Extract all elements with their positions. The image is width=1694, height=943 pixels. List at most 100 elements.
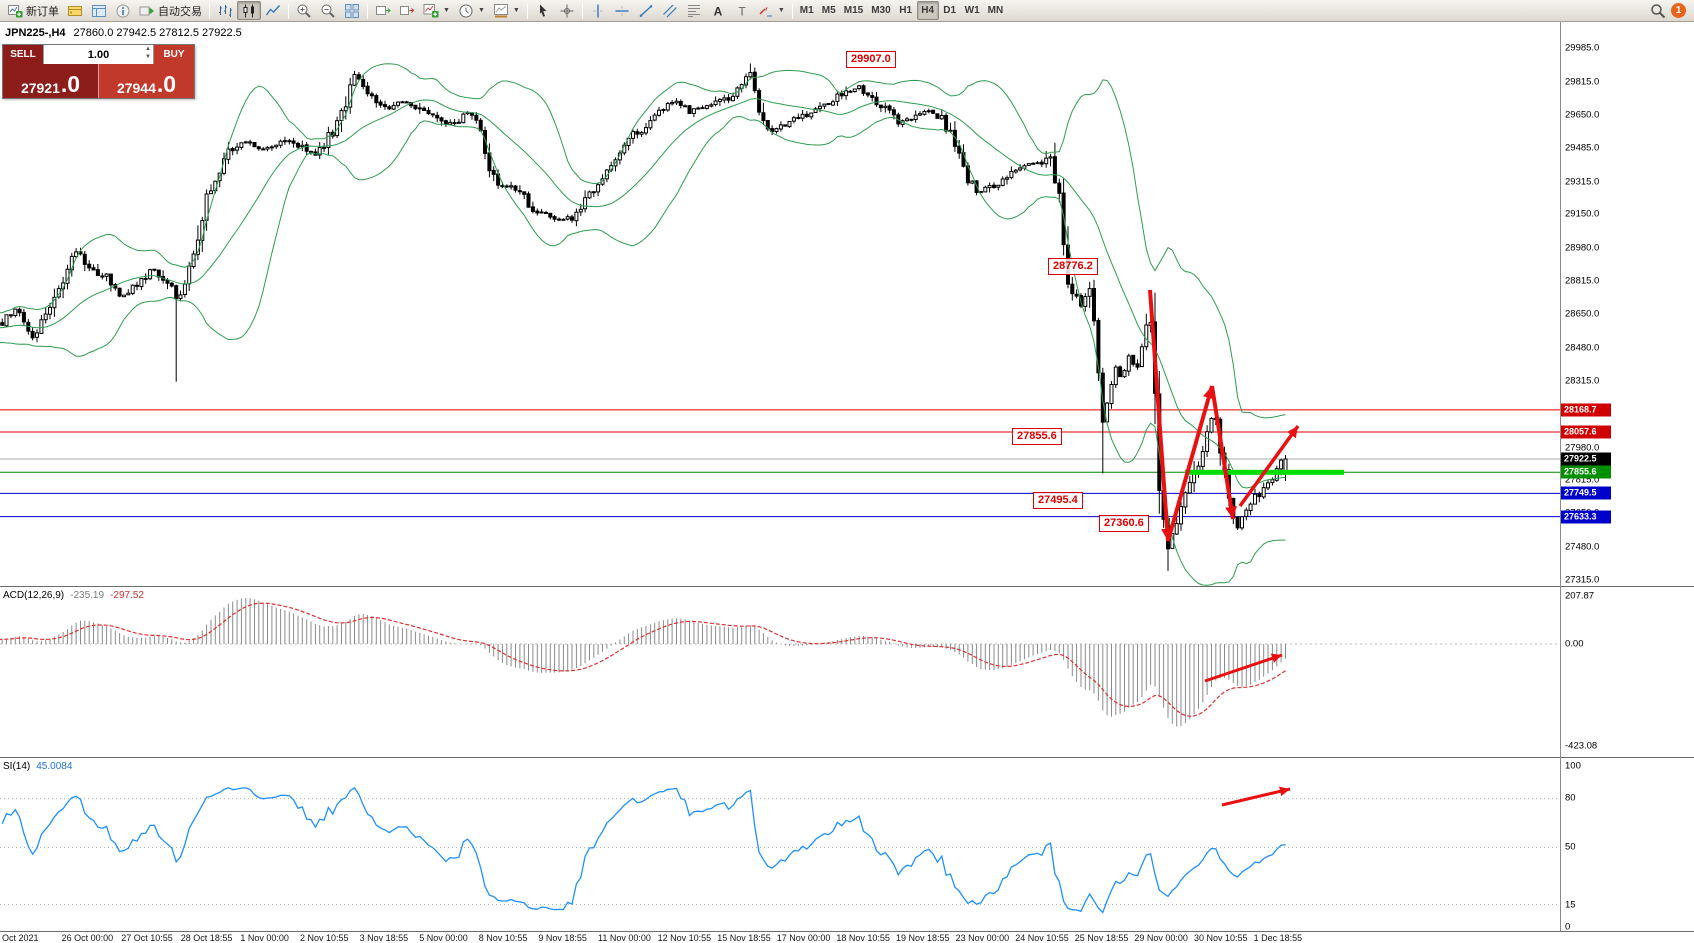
zoom-in-button[interactable] <box>292 1 316 20</box>
red-trend-arrow[interactable] <box>1210 385 1235 520</box>
timeframe-m30-button[interactable]: M30 <box>867 1 894 20</box>
time-axis-label: 19 Nov 18:55 <box>896 933 950 943</box>
auto-trading-button[interactable]: 自动交易 <box>135 1 206 20</box>
time-axis-label: 27 Oct 10:55 <box>121 933 173 943</box>
price-annotation[interactable]: 27495.4 <box>1033 492 1083 509</box>
chevron-down-icon[interactable]: ▼ <box>512 7 520 14</box>
chart-shift-button[interactable] <box>395 1 419 20</box>
macd-signal-value: -297.52 <box>110 590 144 601</box>
text-button[interactable]: A <box>706 1 730 20</box>
price-axis-label: 27815.0 <box>1565 474 1600 486</box>
sell-button[interactable]: SELL <box>3 45 43 64</box>
lot-size-value: 1.00 <box>87 48 110 61</box>
rsi-axis-label: 80 <box>1565 792 1576 804</box>
trendline-button[interactable] <box>634 1 658 20</box>
vertical-line-button[interactable] <box>586 1 610 20</box>
macd-canvas[interactable] <box>0 587 1694 758</box>
rsi-trend-arrow[interactable] <box>1221 787 1291 807</box>
hline-icon <box>614 3 630 19</box>
macd-axis-label: 0.00 <box>1565 638 1584 650</box>
crosshair-button[interactable] <box>555 1 579 20</box>
shift-icon <box>399 3 415 19</box>
lot-size-stepper[interactable]: 1.00 ▲ ▼ <box>43 45 154 64</box>
market-watch-icon <box>67 3 83 19</box>
price-axis-label: 28650.0 <box>1565 308 1600 320</box>
chevron-down-icon[interactable]: ▼ <box>777 7 785 14</box>
main-chart-canvas[interactable] <box>0 22 1694 586</box>
auto-scroll-button[interactable] <box>371 1 395 20</box>
fibo-icon <box>686 3 702 19</box>
buy-price-base: 27944 <box>116 80 156 96</box>
price-annotation[interactable]: 27855.6 <box>1012 428 1062 445</box>
market-watch-button[interactable] <box>63 1 87 20</box>
sell-price[interactable]: 27921 .0 <box>3 64 99 98</box>
time-axis-label: 17 Nov 00:00 <box>776 933 831 943</box>
time-axis-label: 2 Nov 10:55 <box>300 933 349 943</box>
macd-trend-arrow-head <box>1270 653 1282 663</box>
lot-spinner[interactable]: ▲ ▼ <box>145 45 151 61</box>
price-axis-label: 29150.0 <box>1565 208 1600 220</box>
timeframe-w1-button[interactable]: W1 <box>961 1 984 20</box>
indicators-list-button[interactable]: ▼ <box>419 1 454 20</box>
buy-price[interactable]: 27944 .0 <box>99 64 194 98</box>
rsi-name: SI(14) <box>3 761 31 772</box>
equidistant-channel-button[interactable] <box>658 1 682 20</box>
time-axis[interactable]: Oct 2021 26 Oct 00:00 27 Oct 10:55 28 Oct 1… <box>0 931 1694 943</box>
zoom-in-icon <box>296 3 312 19</box>
price-annotation[interactable]: 29907.0 <box>846 51 896 68</box>
red-trend-arrow[interactable] <box>1166 385 1214 542</box>
macd-axis-label: -423.08 <box>1565 740 1598 752</box>
vline-icon <box>590 3 606 19</box>
price-axis-border[interactable] <box>1560 22 1561 931</box>
timeframe-h4-label: H4 <box>921 5 935 16</box>
macd-trend-arrow[interactable] <box>1204 653 1283 683</box>
price-axis-label: 29485.0 <box>1565 142 1600 154</box>
templates-button[interactable]: ▼ <box>489 1 524 20</box>
periods-button[interactable]: ▼ <box>454 1 489 20</box>
new-order-button[interactable]: 新订单 <box>3 1 63 20</box>
timeframe-d1-button[interactable]: D1 <box>939 1 961 20</box>
one-click-trade-panel: SELL 1.00 ▲ ▼ BUY 27921 .0 27944 .0 <box>2 44 195 99</box>
buy-button[interactable]: BUY <box>154 45 194 64</box>
svg-text:A: A <box>713 4 722 18</box>
navigator-button[interactable] <box>111 1 135 20</box>
candlestick-chart-button[interactable] <box>237 1 261 20</box>
timeframe-m5-button[interactable]: M5 <box>818 1 840 20</box>
symbol-period-label: JPN225-,H4 <box>5 27 66 39</box>
crosshair-icon <box>559 3 575 19</box>
price-axis-label: 28815.0 <box>1565 275 1600 287</box>
timeframe-m15-button[interactable]: M15 <box>840 1 867 20</box>
zoom-out-button[interactable] <box>316 1 340 20</box>
template-icon <box>493 3 509 19</box>
data-window-button[interactable] <box>87 1 111 20</box>
red-trend-arrow[interactable] <box>1238 424 1300 508</box>
bar-chart-button[interactable] <box>213 1 237 20</box>
trade-panel-controls: SELL 1.00 ▲ ▼ BUY <box>3 45 194 64</box>
text-label-button[interactable]: T <box>730 1 754 20</box>
sell-price-base: 27921 <box>20 80 60 96</box>
arrow-objects-button[interactable]: ▼ <box>754 1 789 20</box>
horizontal-line-button[interactable] <box>610 1 634 20</box>
rsi-canvas[interactable] <box>0 758 1694 932</box>
macd-axis-label: 207.87 <box>1565 590 1595 602</box>
spin-down-icon[interactable]: ▼ <box>145 54 151 60</box>
chevron-down-icon[interactable]: ▼ <box>443 7 450 14</box>
timeframe-m1-button[interactable]: M1 <box>796 1 818 20</box>
spin-up-icon[interactable]: ▲ <box>145 46 151 52</box>
price-annotation[interactable]: 27360.6 <box>1099 515 1149 532</box>
search-icon[interactable] <box>1650 3 1666 19</box>
notification-badge[interactable]: 1 <box>1671 3 1686 18</box>
line-chart-button[interactable] <box>261 1 285 20</box>
fibonacci-retracement-button[interactable] <box>682 1 706 20</box>
chevron-down-icon[interactable]: ▼ <box>477 7 485 14</box>
timeframe-h1-button[interactable]: H1 <box>895 1 917 20</box>
red-trend-arrow-head <box>1287 426 1298 439</box>
timeframe-mn-button[interactable]: MN <box>984 1 1008 20</box>
timeframe-h4-button[interactable]: H4 <box>916 1 939 20</box>
tile-windows-button[interactable] <box>340 1 364 20</box>
macd-signal-line <box>0 602 1286 717</box>
red-trend-arrow[interactable] <box>1148 289 1170 542</box>
cursor-button[interactable] <box>531 1 555 20</box>
price-annotation[interactable]: 28776.2 <box>1048 258 1098 275</box>
